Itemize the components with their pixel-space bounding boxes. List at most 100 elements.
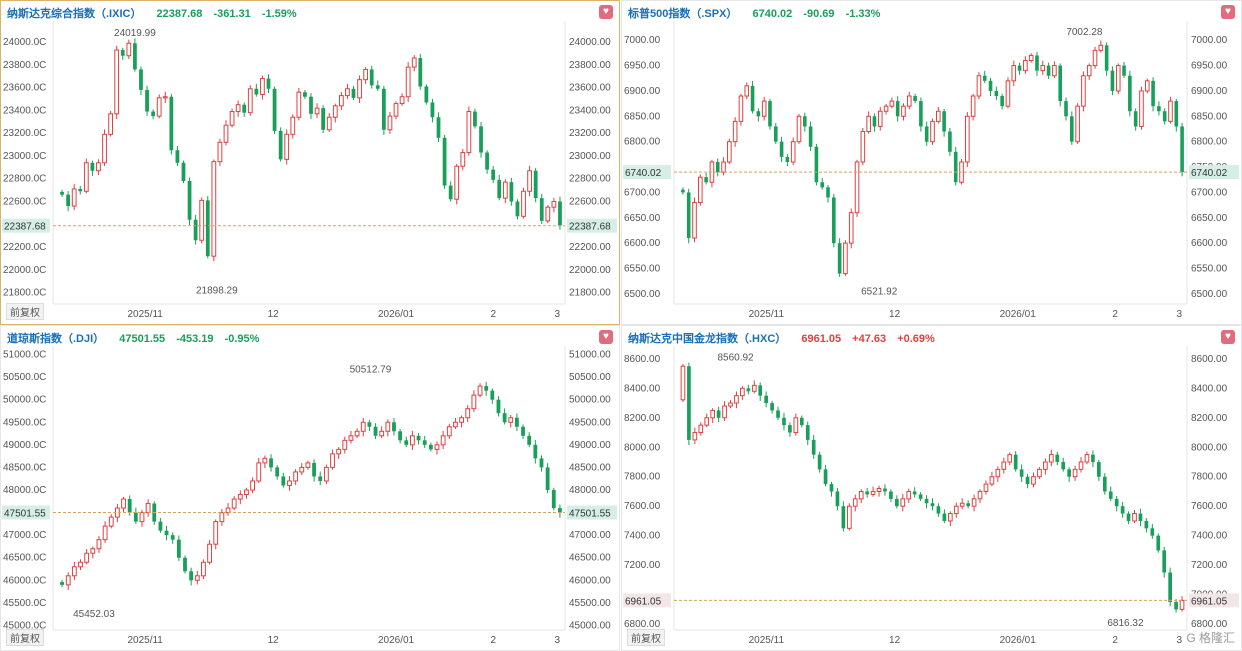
candle-body: [970, 95, 976, 117]
x-tick-label: 3: [1177, 309, 1183, 320]
candle-body: [272, 88, 277, 131]
y-tick-label-left: 7400.00: [624, 531, 661, 542]
panel-header: 纳斯达克中国金龙指数（.HXC） 6961.05 +47.63 +0.69%: [628, 330, 943, 346]
candle-body: [779, 141, 784, 157]
candle-body: [1000, 96, 1004, 107]
candle-body: [151, 111, 156, 117]
candle-body: [393, 103, 399, 117]
last-price-tag-right-text: 6961.05: [1191, 596, 1228, 607]
candle-body: [768, 101, 772, 127]
candle-body: [90, 162, 95, 171]
y-tick-label-right: 21800.00: [569, 288, 611, 299]
candle-body: [1023, 60, 1028, 72]
candle-body: [158, 521, 163, 531]
x-tick-label: 2026/01: [1000, 635, 1037, 646]
y-tick-label-right: 23400.00: [569, 105, 611, 116]
candle-body: [284, 133, 290, 160]
index-name[interactable]: 标普500指数（.SPX）: [628, 8, 738, 20]
candle-body: [1128, 75, 1132, 112]
candle-body: [832, 197, 836, 244]
candle-body: [1126, 513, 1131, 521]
candle-body: [782, 417, 786, 426]
y-tick-label-right: 47000.00: [569, 530, 611, 541]
last-price-tag-left-text: 6961.05: [625, 596, 662, 607]
candle-body: [1040, 65, 1046, 72]
candle-body: [189, 571, 194, 581]
panel-hxc: 纳斯达克中国金龙指数（.HXC） 6961.05 +47.63 +0.69% ♥…: [621, 325, 1242, 651]
candle-body: [357, 79, 362, 99]
candle-body: [225, 507, 231, 514]
candle-body: [460, 152, 466, 167]
candle-body: [176, 539, 181, 558]
candle-body: [410, 435, 415, 446]
y-tick-label-left: 49000.0C: [3, 440, 46, 451]
candle-body: [876, 488, 882, 492]
candle-body: [790, 141, 796, 163]
candle-body: [321, 108, 326, 130]
candle-body: [976, 75, 982, 97]
y-tick-label-right: 24000.00: [569, 37, 611, 48]
index-name[interactable]: 道琼斯指数（.DJI）: [7, 333, 105, 345]
candle-body: [776, 410, 780, 418]
last-price-tag-left-text: 22387.68: [4, 222, 46, 233]
candle-body: [1064, 101, 1068, 117]
heart-icon[interactable]: ♥: [1221, 330, 1235, 344]
index-name[interactable]: 纳斯达克综合指数（.IXIC）: [7, 8, 142, 20]
candle-body: [773, 126, 778, 142]
y-tick-label-left: 8600.00: [624, 354, 661, 365]
candle-body: [744, 85, 750, 97]
candle-body: [558, 201, 562, 226]
candle-body: [785, 156, 790, 162]
candle-body: [514, 417, 519, 427]
heart-icon[interactable]: ♥: [1221, 5, 1235, 19]
candle-body: [164, 530, 169, 536]
y-tick-label-right: 50500.00: [569, 372, 611, 383]
y-tick-label-left: 6550.00: [624, 263, 661, 274]
candle-body: [835, 491, 840, 507]
adjust-button[interactable]: 前复权: [6, 303, 44, 320]
candle-body: [1086, 65, 1092, 77]
candle-body: [175, 150, 180, 163]
candle-body: [889, 100, 895, 107]
price-change: -453.19: [176, 333, 214, 345]
candle-body: [1035, 55, 1039, 71]
candle-body: [1150, 528, 1155, 536]
adjust-button[interactable]: 前复权: [6, 629, 44, 646]
candle-body: [428, 444, 433, 450]
candle-body: [1075, 105, 1080, 143]
candlestick-chart: 51000.00 50500.00 50000.00 49500.00 49000.00…: [2, 346, 617, 646]
candle-body: [1139, 90, 1144, 127]
candle-body: [299, 466, 305, 473]
candle-body: [948, 131, 952, 152]
candle-body: [373, 426, 378, 436]
candle-body: [837, 243, 842, 274]
y-tick-label-right: 8600.00: [1191, 354, 1228, 365]
index-name[interactable]: 纳斯达克中国金龙指数（.HXC）: [628, 333, 787, 345]
x-tick-label: 2026/01: [1000, 309, 1037, 320]
candle-body: [231, 498, 237, 509]
y-tick-label-left: 48000.0C: [3, 485, 46, 496]
candle-body: [446, 426, 452, 437]
x-tick-label: 12: [889, 309, 901, 320]
candle-body: [201, 561, 206, 577]
candle-body: [1179, 599, 1185, 610]
low-annotation: 21898.29: [196, 285, 238, 296]
candle-body: [411, 57, 417, 68]
heart-icon[interactable]: ♥: [599, 330, 613, 344]
watermark-logo: G 格隆汇: [1186, 631, 1235, 645]
candle-body: [78, 188, 83, 192]
candle-body: [1102, 476, 1107, 492]
candle-body: [244, 489, 249, 496]
candle-body: [687, 366, 691, 440]
candle-body: [84, 552, 90, 563]
candle-body: [889, 491, 893, 499]
candle-body: [846, 505, 852, 529]
adjust-button[interactable]: 前复权: [627, 629, 665, 646]
last-price-tag-left-text: 47501.55: [4, 509, 46, 520]
candle-body: [1091, 454, 1095, 462]
candle-body: [527, 170, 532, 192]
y-tick-label-left: 6600.00: [624, 238, 661, 249]
candle-body: [162, 96, 168, 99]
heart-icon[interactable]: ♥: [599, 5, 613, 19]
candle-body: [363, 68, 369, 81]
